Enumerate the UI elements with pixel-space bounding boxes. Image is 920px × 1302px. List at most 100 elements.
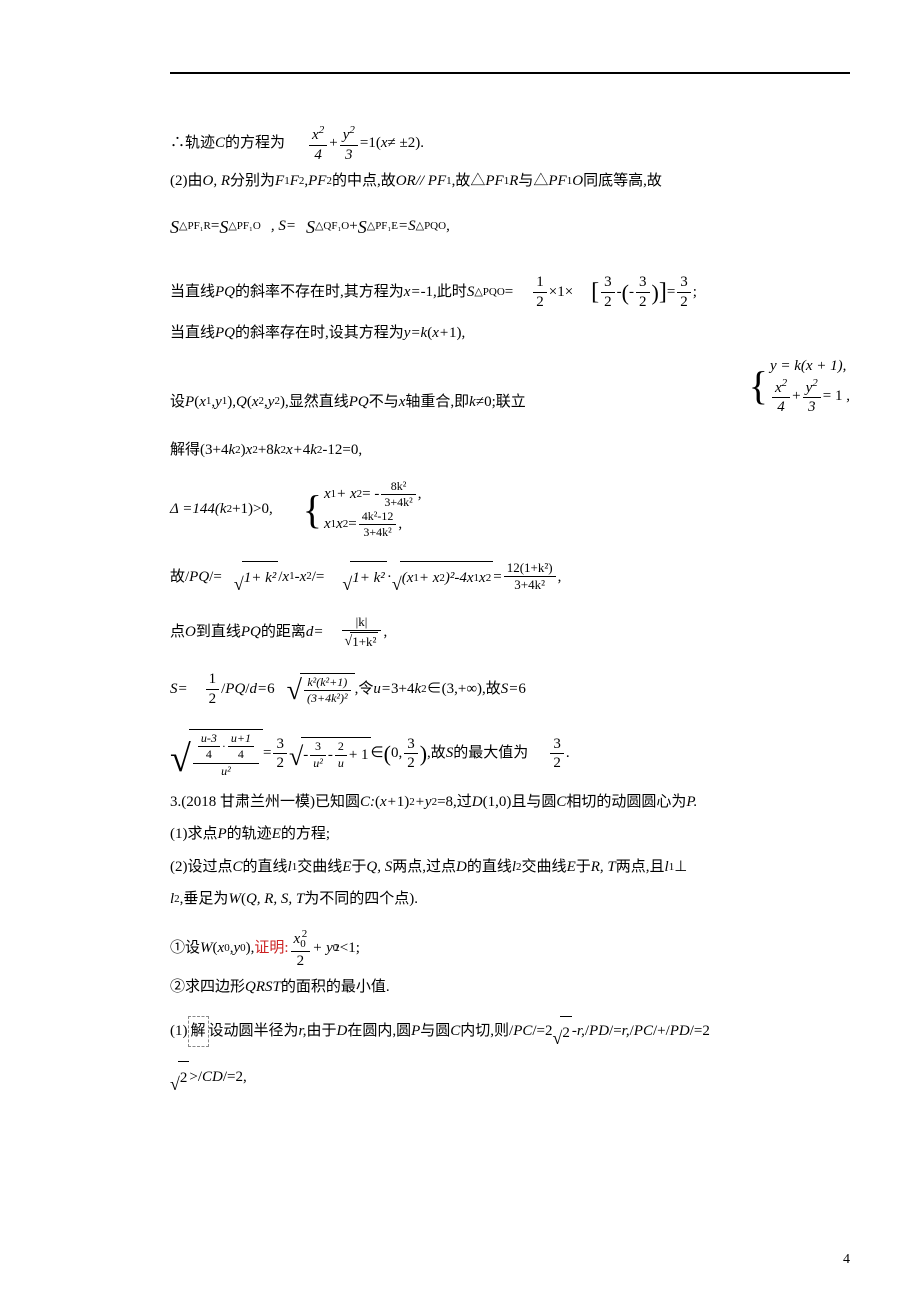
line-q2a: (2)设过点 C 的直线 l1 交曲线 E 于 Q, S 两点,过点 D 的直线… xyxy=(170,853,850,882)
bracket: ] xyxy=(659,270,667,316)
var: d= xyxy=(306,618,324,647)
var: k xyxy=(310,436,317,465)
txt: =8,过 xyxy=(437,788,472,817)
var: C: xyxy=(360,788,375,817)
paren: ) xyxy=(652,272,659,314)
var: PF xyxy=(548,167,566,196)
var: Q, R, S, T xyxy=(246,885,304,914)
var: S= xyxy=(170,675,188,704)
txt: 与圆 xyxy=(420,1017,450,1046)
paren: ( xyxy=(384,733,391,775)
S: S xyxy=(306,210,315,244)
var: C xyxy=(556,788,566,817)
txt: 的距离 xyxy=(261,618,306,647)
page-content: ∴轨迹 C 的方程为 x2 4 + y2 3 =1( x ≠ ±2). (2)由… xyxy=(170,60,850,1093)
per: . xyxy=(566,739,570,768)
txt: <1; xyxy=(340,934,360,963)
eq: = xyxy=(493,563,501,592)
radical: √ - 3u² - 2u + 1 xyxy=(289,737,371,769)
line-problem3: 3.(2018 甘肃兰州一模)已知圆 C: ( x+ 1)2 +y2 =8,过 … xyxy=(170,788,850,817)
var: E xyxy=(567,853,576,882)
frac: 12(1+k²)3+4k² xyxy=(504,561,556,593)
page-top-rule xyxy=(170,72,850,74)
txt: 交曲线 xyxy=(522,853,567,882)
var: u= xyxy=(373,675,391,704)
txt: 为不同的四个点). xyxy=(304,885,418,914)
frac: 32 xyxy=(404,736,418,772)
txt: >/ xyxy=(189,1063,202,1092)
var: k xyxy=(469,388,476,417)
var: E xyxy=(272,820,281,849)
txt: 的直线 xyxy=(243,853,288,882)
frac: 32 xyxy=(550,736,564,772)
txt: /=2 xyxy=(690,1017,710,1046)
var: r, xyxy=(622,1017,630,1046)
txt: 0, xyxy=(391,739,402,768)
txt: 6 xyxy=(518,675,526,704)
txt: /=2, xyxy=(223,1063,247,1092)
var: P. xyxy=(686,788,697,817)
frac: y2 3 xyxy=(340,124,358,163)
var: W xyxy=(200,934,213,963)
line-q1: (1)求点 P 的轨迹 E 的方程; xyxy=(170,820,850,849)
line-s-expression: S= 12 / PQ / d= 6 √ k²(k²+1)(3+4k²)² ,令 … xyxy=(170,671,850,707)
comma: , xyxy=(383,618,387,647)
var: QRST xyxy=(245,973,281,1002)
S: S xyxy=(219,210,228,244)
txt: 解得(3+4 xyxy=(170,436,228,465)
txt: , S= xyxy=(271,212,296,241)
txt: ,故 xyxy=(427,739,446,768)
prove-label: 证明: xyxy=(254,934,288,963)
txt: Δ =144( xyxy=(170,495,220,524)
plus: + xyxy=(349,212,357,241)
txt: /= xyxy=(609,1017,622,1046)
txt: 在圆内,圆 xyxy=(347,1017,411,1046)
var: F xyxy=(290,167,299,196)
txt: 4 xyxy=(303,436,311,465)
var: O xyxy=(185,618,196,647)
txt: 的方程为 xyxy=(225,129,285,158)
frac: 8k²3+4k² xyxy=(381,480,415,509)
line-no-slope: 当直线 PQ 的斜率不存在时,其方程为 x= -1,此时 S △PQO = 12… xyxy=(170,270,850,316)
var: x xyxy=(336,514,343,535)
line-subq1: ①设 W ( x0 , y0 ), 证明: x02 2 + y02 <1; xyxy=(170,928,850,970)
in: ∈ xyxy=(371,739,384,768)
txt: 3.(2018 甘肃兰州一模)已知圆 xyxy=(170,788,360,817)
var: R, T xyxy=(591,853,616,882)
line-pq-length: 故/ PQ /= √1+ k² / x1 - x2 /= √1+ k² · √ … xyxy=(170,561,850,593)
var: S xyxy=(467,278,475,307)
var: x xyxy=(218,934,225,963)
txt: (1,0)且与圆 xyxy=(483,788,557,817)
radical: √ (x1 + x2 )²-4x1 x2 xyxy=(392,561,493,593)
txt: +1)>0, xyxy=(232,495,273,524)
neg: - xyxy=(629,278,634,307)
var: PF xyxy=(485,167,503,196)
line-q2b: l2 ,垂足为 W ( Q, R, S, T 为不同的四个点). xyxy=(170,885,850,914)
sub: △PF₁R xyxy=(179,216,211,237)
txt: 到直线 xyxy=(196,618,241,647)
txt: 的面积的最小值. xyxy=(281,973,390,1002)
frac: 32 xyxy=(273,736,287,772)
var: PQ xyxy=(215,278,235,307)
sub: △PQO xyxy=(416,216,446,237)
bracket: [ xyxy=(591,270,599,316)
comma: , xyxy=(418,484,422,505)
frac: 32 xyxy=(636,274,650,310)
txt: 1), xyxy=(449,319,465,348)
txt: 与△ xyxy=(518,167,548,196)
var: OR// PF xyxy=(396,167,446,196)
var: S xyxy=(446,739,454,768)
txt: , xyxy=(446,212,450,241)
eq: = 1 , xyxy=(823,386,850,407)
txt: (2)设过点 xyxy=(170,853,233,882)
txt: (1)求点 xyxy=(170,820,218,849)
var: r, xyxy=(299,1017,307,1046)
eq-row: y = k(x + 1), xyxy=(770,356,846,377)
var: x xyxy=(300,563,307,592)
var: + y xyxy=(312,934,333,963)
var: W xyxy=(228,885,241,914)
eq: = xyxy=(348,514,356,535)
sub: △QF₁O xyxy=(315,216,349,237)
plus: + xyxy=(792,386,800,407)
var: x+ xyxy=(380,788,397,817)
